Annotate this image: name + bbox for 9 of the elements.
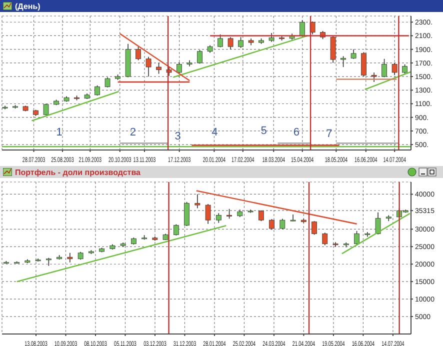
annotation: 1 [56,126,62,138]
annotation: 5 [260,125,267,138]
chart-title: (День) [15,2,40,10]
annotation: 7 [326,128,332,140]
annotation: 3 [174,130,181,143]
annotation: 4 [212,126,218,138]
annotation: 6 [293,126,300,138]
chart-title: Портфель - доли производства [15,168,140,176]
annotation: 2 [130,126,136,138]
